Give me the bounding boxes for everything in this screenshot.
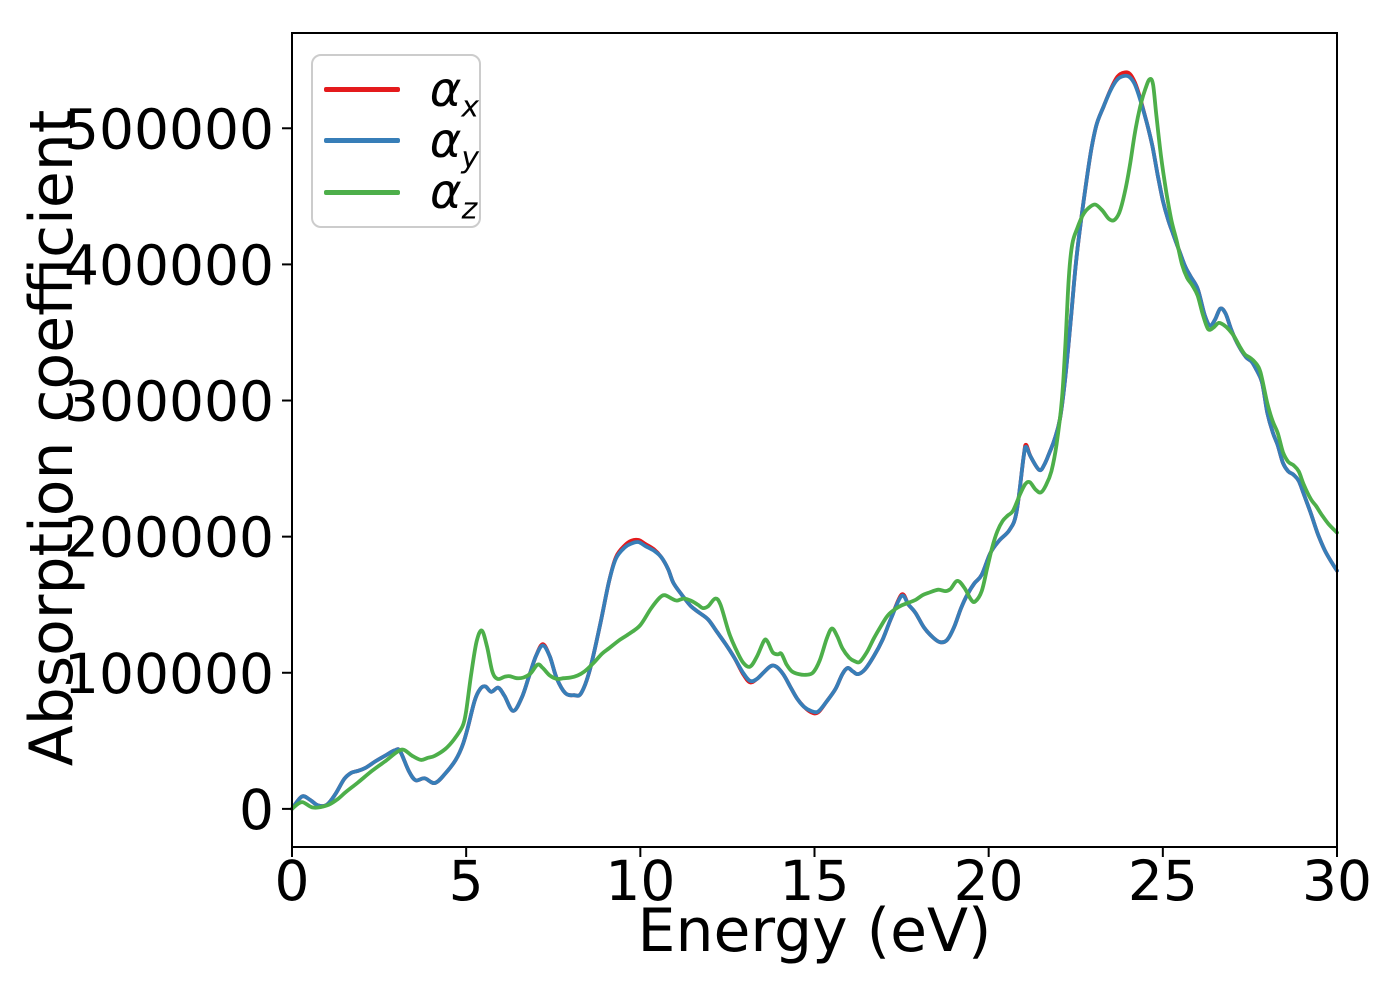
legend-item: αy bbox=[313, 112, 479, 176]
legend-line-sample bbox=[324, 87, 400, 93]
x-tick-label: 10 bbox=[605, 849, 675, 913]
legend: αx αy αz bbox=[311, 54, 481, 228]
legend-line-sample bbox=[324, 189, 400, 195]
series-line-alpha_z bbox=[290, 77, 1339, 811]
x-tick-label: 0 bbox=[275, 849, 310, 913]
legend-label: αx bbox=[429, 61, 479, 125]
legend-item: αx bbox=[313, 61, 479, 125]
x-axis-label: Energy (eV) bbox=[637, 896, 992, 966]
x-axis-ticks: 0 5 10 15 20 25 30 bbox=[275, 847, 1372, 913]
y-tick-label: 200000 bbox=[64, 506, 274, 570]
y-tick-label: 300000 bbox=[64, 370, 274, 434]
series-lines bbox=[290, 70, 1339, 811]
legend-label: αz bbox=[430, 164, 478, 227]
x-tick-label: 30 bbox=[1302, 849, 1372, 913]
y-tick-label: 500000 bbox=[64, 97, 274, 161]
x-tick-label: 25 bbox=[1128, 849, 1198, 913]
legend-item: αz bbox=[313, 164, 479, 227]
x-tick-label: 15 bbox=[780, 849, 850, 913]
x-tick-label: 20 bbox=[954, 849, 1024, 913]
y-tick-label: 400000 bbox=[64, 233, 274, 297]
y-axis-ticks: 0 100000 200000 300000 400000 500000 bbox=[64, 97, 292, 842]
x-tick-label: 5 bbox=[449, 849, 484, 913]
y-tick-label: 0 bbox=[239, 778, 274, 842]
series-line-alpha_y bbox=[290, 73, 1339, 811]
y-axis-label: Absorption coefficient bbox=[17, 109, 87, 767]
legend-line-sample bbox=[324, 138, 400, 144]
y-tick-label: 100000 bbox=[64, 642, 274, 706]
legend-label: αy bbox=[429, 112, 479, 176]
